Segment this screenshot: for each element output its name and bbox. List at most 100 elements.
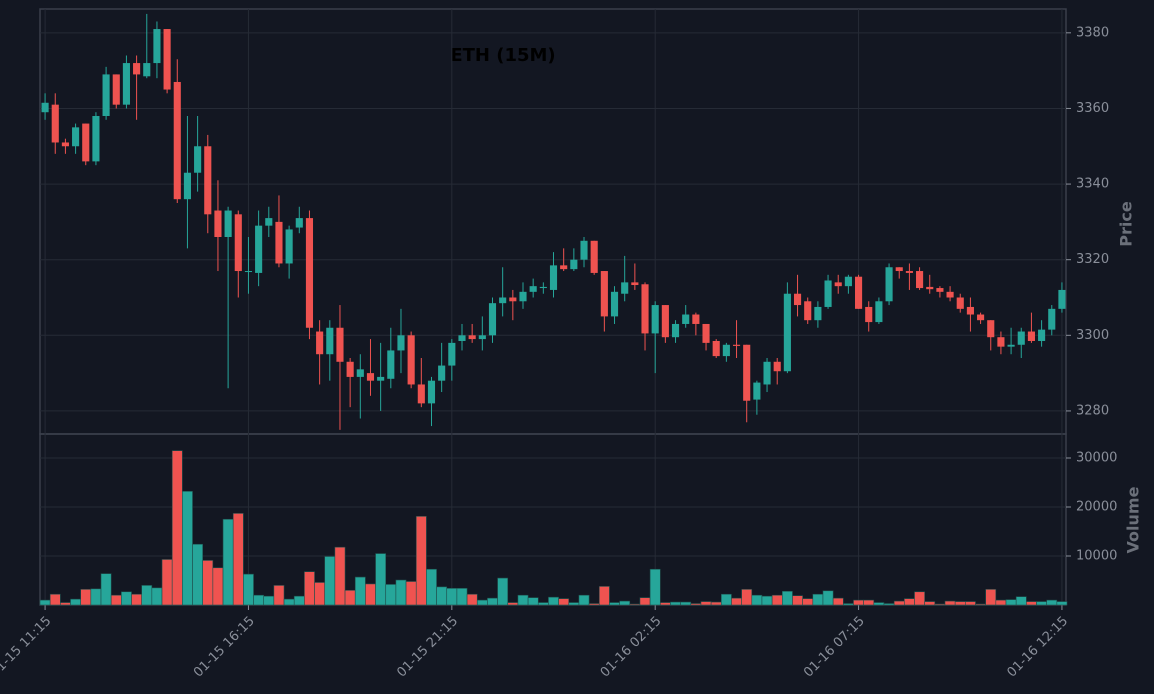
candle-body (814, 306, 822, 321)
volume-bar (720, 593, 732, 606)
volume-bar (588, 603, 600, 606)
candle-body (204, 146, 212, 215)
volume-bar (365, 583, 376, 606)
volume-bar (863, 599, 875, 606)
candle-body (173, 81, 181, 200)
candle-body (783, 293, 791, 372)
candle-body (834, 282, 842, 287)
candle-body (316, 331, 324, 355)
volume-bar (1015, 596, 1027, 606)
volume-bar (741, 589, 753, 606)
candle-body (661, 305, 669, 338)
candle-body (163, 29, 171, 90)
volume-bar (304, 571, 315, 606)
candle-body (804, 301, 812, 321)
candle-body (977, 314, 985, 321)
candle-body (448, 342, 456, 366)
volume-bar (456, 588, 468, 606)
volume-bar (354, 576, 366, 606)
volume-bar (751, 594, 763, 606)
volume-bar (710, 601, 722, 606)
candle-body (722, 344, 730, 357)
volume-bar (476, 599, 488, 606)
candle-body (824, 280, 832, 307)
candle-body (549, 265, 558, 290)
volume-bar (619, 600, 631, 606)
volume-bar (731, 597, 742, 606)
candle-body (499, 297, 507, 304)
candle-body (224, 210, 232, 238)
candle-body (255, 225, 263, 273)
volume-bar (487, 597, 498, 606)
volume-bar (598, 586, 610, 606)
candle-body (631, 282, 639, 286)
volume-bar (965, 601, 976, 606)
volume-bar (100, 573, 112, 606)
volume-bar (914, 591, 925, 606)
volume-bar (812, 593, 824, 606)
volume-bar (568, 602, 580, 606)
volume-bar (507, 602, 519, 606)
volume-bar (924, 601, 936, 606)
y-tick-label: 3340 (1076, 177, 1109, 192)
volume-bar (243, 573, 254, 606)
volume-bar (517, 594, 529, 606)
volume-bar (253, 594, 265, 606)
volume-bar (537, 602, 549, 606)
candle-body (478, 335, 486, 340)
volume-bar (609, 602, 620, 606)
candle-body (1017, 331, 1025, 345)
candle-body (122, 63, 130, 105)
volume-bar (802, 598, 814, 606)
volume-bar (415, 516, 427, 606)
candle-body (326, 327, 334, 355)
candle-body (580, 240, 588, 260)
volume-bar (934, 603, 946, 606)
candle-body (1007, 344, 1015, 347)
candle-body (346, 361, 354, 377)
candle-body (753, 382, 761, 400)
volume-bar (436, 586, 448, 606)
candle-body (895, 267, 903, 272)
volume-bar (1046, 599, 1058, 606)
volume-bar (171, 450, 183, 606)
volume-bar (182, 491, 193, 606)
volume-bar (283, 598, 295, 606)
candle-body (153, 29, 161, 64)
volume-bar (853, 599, 864, 606)
candle-body (773, 361, 781, 372)
candle-body (417, 384, 425, 404)
candle-body (336, 327, 344, 362)
volume-bar (558, 598, 570, 606)
candle-body (651, 305, 659, 334)
volume-axis-label: Volume (1124, 486, 1143, 553)
candle-body (265, 218, 273, 226)
volume-bar (954, 601, 966, 606)
volume-bar (975, 603, 986, 606)
candle-body (72, 127, 80, 147)
candle-body (509, 297, 517, 302)
candle-body (468, 335, 476, 340)
volume-bar (873, 602, 885, 606)
volume-bar (161, 559, 173, 606)
candle-body (112, 74, 120, 105)
candle-body (987, 320, 995, 338)
candle-body (387, 350, 395, 379)
volume-bar (832, 597, 844, 606)
volume-bar (792, 595, 803, 606)
candle-body (570, 259, 578, 270)
volume-bar (90, 588, 102, 606)
volume-bar (324, 556, 336, 606)
volume-bar (1005, 599, 1017, 606)
candle-body (529, 286, 537, 292)
candle-body (712, 340, 720, 357)
volume-bar (263, 595, 275, 606)
candle-body (590, 240, 598, 273)
volume-bar (222, 518, 234, 606)
y-tick-label: 3360 (1076, 101, 1109, 116)
candle-body (855, 276, 863, 309)
y-tick-label: 3380 (1076, 25, 1109, 40)
volume-bar (202, 560, 214, 606)
candle-body (61, 142, 69, 147)
candle-body (936, 288, 944, 292)
